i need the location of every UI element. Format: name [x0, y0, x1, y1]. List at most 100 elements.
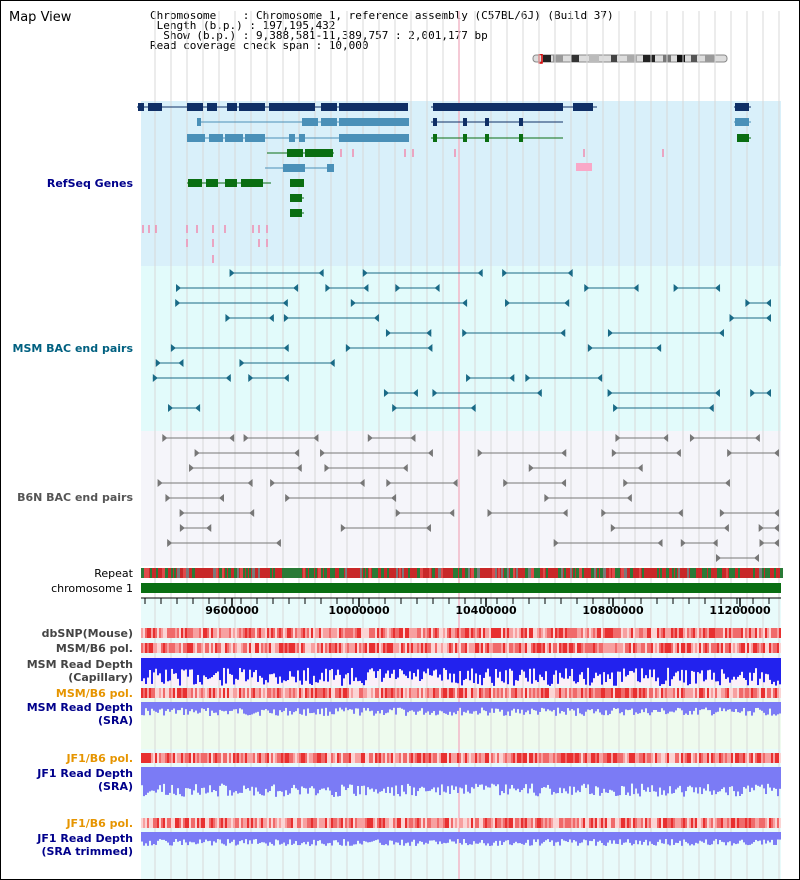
heat-cell	[579, 688, 581, 698]
heat-cell	[753, 628, 755, 638]
heat-cell	[353, 753, 355, 763]
repeat-element	[762, 568, 764, 578]
repeat-element	[345, 568, 347, 578]
repeat-element	[693, 568, 696, 578]
heat-cell	[479, 688, 481, 698]
heat-cell	[435, 688, 437, 698]
depth-bar	[175, 702, 177, 714]
depth-bar	[431, 702, 433, 713]
depth-bar	[735, 832, 737, 845]
depth-bar	[343, 767, 345, 787]
depth-bar	[575, 832, 577, 842]
depth-bar	[291, 702, 293, 715]
heat-cell	[739, 688, 741, 698]
repeat-element	[642, 568, 644, 578]
depth-bar	[563, 658, 565, 679]
heat-cell	[703, 643, 705, 653]
depth-bar	[223, 767, 225, 785]
heat-cell	[613, 818, 615, 828]
heat-cell	[737, 643, 739, 653]
repeat-element	[630, 568, 633, 578]
heat-cell	[679, 688, 681, 698]
depth-bar	[185, 767, 187, 789]
heat-cell	[561, 753, 563, 763]
refseq-gene	[187, 179, 271, 187]
depth-bar	[765, 832, 767, 844]
heat-cell	[241, 643, 243, 653]
pair-end-left	[392, 404, 398, 412]
depth-bar	[283, 702, 285, 711]
depth-bar	[599, 658, 601, 675]
heat-cell	[519, 643, 521, 653]
chromosome-ideogram[interactable]	[531, 54, 731, 64]
depth-bar	[541, 767, 543, 789]
heat-cell	[779, 753, 781, 763]
gene-exon	[321, 118, 337, 126]
depth-bar	[523, 767, 525, 789]
heat-cell	[397, 688, 399, 698]
depth-bar	[173, 832, 175, 842]
depth-bar	[291, 658, 293, 677]
depth-bar	[419, 702, 421, 711]
depth-bar	[295, 658, 297, 683]
depth-bar	[547, 658, 549, 685]
depth-bar	[499, 832, 501, 841]
heat-cell	[615, 688, 617, 698]
heat-cell	[501, 818, 503, 828]
refseq-gene	[265, 164, 334, 172]
depth-bar	[443, 832, 445, 843]
depth-bar	[357, 767, 359, 787]
depth-bar	[323, 767, 325, 789]
heat-cell	[451, 688, 453, 698]
heat-cell	[171, 643, 173, 653]
depth-bar	[241, 767, 243, 793]
depth-bar	[583, 832, 585, 840]
heat-cell	[347, 688, 349, 698]
pair-end-left	[157, 479, 163, 487]
heat-cell	[237, 818, 239, 828]
heat-cell	[725, 688, 727, 698]
depth-bar	[563, 767, 565, 789]
depth-bar	[379, 767, 381, 792]
heat-cell	[599, 628, 601, 638]
depth-bar	[289, 702, 291, 712]
heat-cell	[633, 628, 635, 638]
depth-bar	[617, 702, 619, 709]
heat-cell	[219, 818, 221, 828]
heat-cell	[315, 753, 317, 763]
depth-bar	[187, 767, 189, 789]
heat-cell	[301, 753, 303, 763]
heat-cell	[225, 688, 227, 698]
depth-bar	[485, 702, 487, 712]
depth-bar	[585, 767, 587, 788]
depth-bar	[285, 767, 287, 791]
heat-cell	[449, 753, 451, 763]
heat-cell	[309, 753, 311, 763]
heat-cell	[155, 818, 157, 828]
heat-cell	[395, 628, 397, 638]
depth-bar	[181, 702, 183, 708]
depth-bar	[483, 702, 485, 711]
heat-cell	[753, 643, 755, 653]
heat-cell	[305, 628, 307, 638]
heat-cell	[557, 753, 559, 763]
heat-cell	[437, 753, 439, 763]
heat-cell	[667, 643, 669, 653]
heat-cell	[599, 688, 601, 698]
heat-cell	[743, 753, 745, 763]
depth-bar	[651, 767, 653, 786]
depth-bar	[629, 702, 631, 710]
depth-bar	[753, 658, 755, 673]
depth-bar	[603, 832, 605, 846]
depth-bar	[311, 658, 313, 686]
heat-cell	[503, 643, 505, 653]
repeat-element	[660, 568, 662, 578]
heat-cell	[145, 688, 147, 698]
heat-cell	[489, 818, 491, 828]
depth-bar	[605, 767, 607, 793]
depth-bar	[611, 832, 613, 844]
heat-cell	[177, 753, 179, 763]
heat-cell	[161, 643, 163, 653]
depth-bar	[665, 767, 667, 796]
